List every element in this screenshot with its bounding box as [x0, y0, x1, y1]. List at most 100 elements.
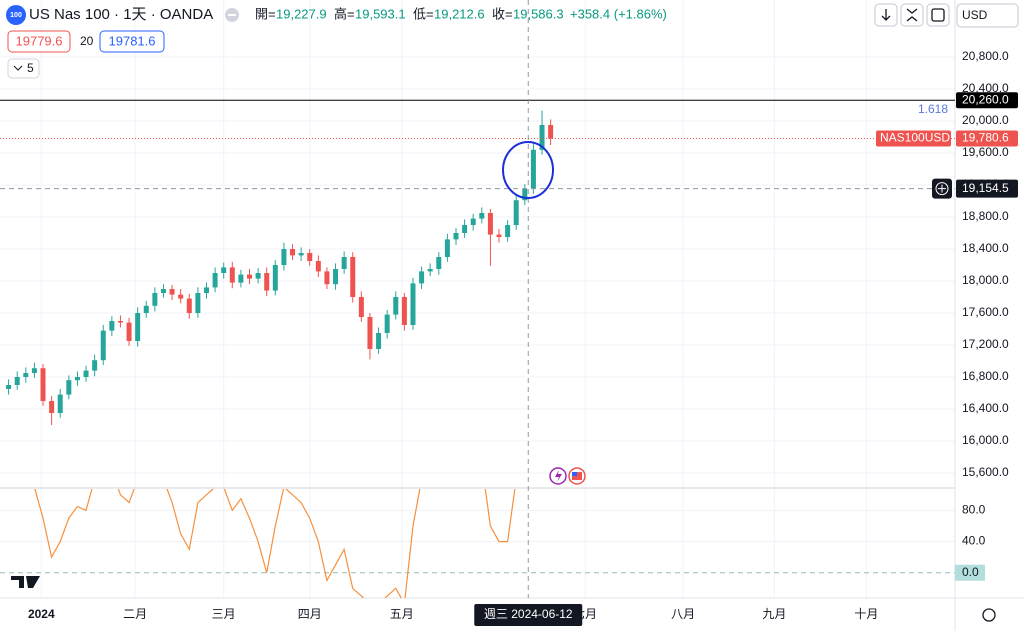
scroll-button[interactable] — [874, 3, 898, 27]
y-tick-label: 17,200.0 — [962, 337, 1009, 351]
symbol-label: NAS100USD — [880, 131, 950, 145]
high-value: 19,593.1 — [355, 6, 406, 21]
y-tick-label: 16,800.0 — [962, 369, 1009, 383]
crosshair-x-label: 週三 2024-06-12 — [484, 607, 573, 621]
x-tick-label: 九月 — [762, 607, 786, 621]
candle-body — [92, 360, 98, 371]
candle-body — [333, 269, 339, 285]
low-label: 低= — [413, 6, 434, 21]
candle-body — [384, 314, 390, 333]
grid — [0, 0, 955, 598]
candle-body — [143, 305, 149, 313]
oscillator-line — [34, 489, 516, 598]
candle-body — [169, 289, 175, 295]
candle-body — [350, 257, 356, 297]
candle-body — [419, 271, 425, 284]
candles — [6, 110, 554, 425]
x-tick-label: 八月 — [671, 607, 695, 621]
currency-button[interactable] — [956, 3, 1019, 28]
close-label: 收= — [492, 6, 513, 21]
zero-label-box — [955, 564, 985, 581]
y-tick-label: 15,600.0 — [962, 465, 1009, 479]
candle-body — [393, 297, 399, 315]
annotation-ellipse[interactable] — [502, 141, 554, 199]
candle-body — [427, 269, 433, 272]
candle-body — [74, 377, 80, 381]
interval-box[interactable] — [7, 58, 40, 79]
chevron — [13, 65, 23, 71]
low-value: 19,212.6 — [434, 6, 485, 21]
badge-mid: 20 — [80, 34, 94, 48]
candle-body — [23, 373, 29, 377]
y2-tick-label: 0.0 — [962, 565, 979, 579]
candle-body — [401, 297, 407, 325]
crosshair-y-box — [956, 179, 1018, 198]
settings-icon[interactable] — [982, 608, 996, 622]
logo — [6, 5, 26, 25]
candle-body — [247, 274, 253, 279]
candle-body — [341, 257, 347, 269]
candle-body — [548, 125, 554, 139]
toggle-dash — [228, 14, 236, 16]
y-tick-label: 16,400.0 — [962, 401, 1009, 415]
candle-body — [31, 368, 37, 373]
price-label: 19,780.6 — [962, 131, 1009, 145]
candle-body — [40, 368, 46, 401]
candle-body — [487, 213, 493, 235]
collapse-button[interactable] — [900, 3, 924, 27]
candle-body — [238, 274, 244, 283]
candle-body — [272, 265, 278, 291]
candle-body — [462, 225, 468, 233]
open-label: 開= — [255, 6, 276, 21]
candle-body — [436, 257, 442, 269]
lightning — [555, 470, 562, 482]
y-tick-label: 20,800.0 — [962, 49, 1009, 63]
maximize-icon — [931, 8, 945, 22]
candle-body — [221, 267, 227, 273]
badge-right-box[interactable] — [99, 30, 165, 53]
change: +358.4 (+1.86%) — [570, 6, 667, 21]
y2-tick-label: 40.0 — [962, 534, 986, 548]
toolbar — [874, 3, 1019, 28]
add-plus — [938, 184, 946, 193]
candle-body — [324, 271, 330, 285]
candle-body — [358, 297, 364, 317]
candle-body — [505, 225, 511, 237]
currency[interactable]: USD — [962, 8, 988, 22]
candle-body — [66, 380, 72, 395]
candle-body — [530, 149, 536, 189]
y-tick-label: 20,400.0 — [962, 81, 1009, 95]
x-tick-label: 二月 — [123, 607, 147, 621]
candle-body — [83, 370, 89, 377]
symbol-label-box — [876, 130, 951, 147]
candle-body — [117, 321, 123, 323]
candle-body — [135, 313, 141, 341]
y-tick-label: 18,000.0 — [962, 273, 1009, 287]
candle-body — [229, 267, 235, 283]
symbol[interactable]: US Nas 100 · 1天 · OANDA — [29, 6, 213, 23]
candle-body — [522, 189, 528, 201]
badge-left: 19779.6 — [16, 33, 63, 48]
candle-body — [126, 322, 132, 341]
candle-body — [470, 218, 476, 225]
candle-body — [281, 249, 287, 265]
price-label: 20,260.0 — [962, 92, 1009, 106]
candle-body — [152, 293, 158, 306]
y-tick-label: 18,400.0 — [962, 241, 1009, 255]
collapse-icon — [906, 8, 918, 22]
x-tick-label: 三月 — [212, 607, 236, 621]
logo-text: 100 — [10, 12, 22, 19]
maximize-button[interactable] — [926, 3, 950, 27]
candle-body — [453, 233, 459, 240]
candle-body — [100, 330, 106, 361]
badge-left-box[interactable] — [7, 30, 71, 53]
x-tick-label: 2024 — [28, 607, 55, 621]
candle-body — [14, 377, 20, 385]
x-tick-label: 五月 — [390, 607, 414, 621]
interval: 5 — [27, 61, 34, 75]
candle-body — [160, 289, 166, 293]
candle-body — [376, 333, 382, 349]
y-tick-label: 19,600.0 — [962, 145, 1009, 159]
candle-body — [49, 401, 55, 413]
